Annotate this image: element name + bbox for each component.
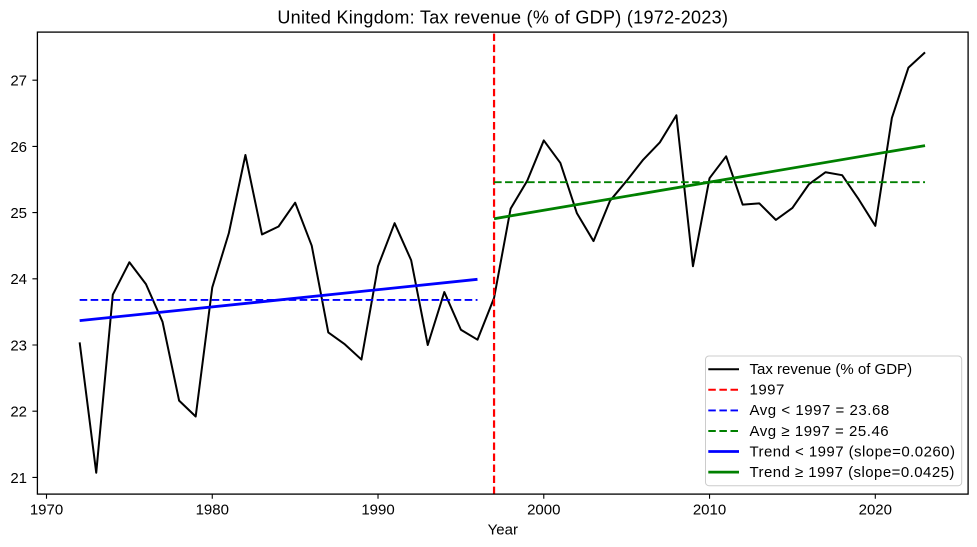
svg-text:Tax revenue (% of GDP): Tax revenue (% of GDP) <box>750 361 913 378</box>
svg-text:1990: 1990 <box>361 502 394 519</box>
svg-text:Trend ≥ 1997 (slope=0.0425): Trend ≥ 1997 (slope=0.0425) <box>750 464 955 481</box>
svg-text:Year: Year <box>488 522 518 539</box>
svg-text:22: 22 <box>10 404 27 421</box>
svg-text:23: 23 <box>10 337 27 354</box>
svg-text:24: 24 <box>10 271 27 288</box>
svg-text:1970: 1970 <box>30 502 63 519</box>
svg-text:26: 26 <box>10 139 27 156</box>
svg-text:Avg ≥ 1997 = 25.46: Avg ≥ 1997 = 25.46 <box>750 423 890 440</box>
svg-text:2000: 2000 <box>527 502 560 519</box>
svg-text:27: 27 <box>10 73 27 90</box>
svg-text:Avg < 1997 = 23.68: Avg < 1997 = 23.68 <box>750 402 890 419</box>
svg-text:1997: 1997 <box>750 382 785 399</box>
svg-text:21: 21 <box>10 470 27 487</box>
svg-text:25: 25 <box>10 205 27 222</box>
svg-text:Trend < 1997 (slope=0.0260): Trend < 1997 (slope=0.0260) <box>750 443 956 460</box>
svg-text:1980: 1980 <box>196 502 229 519</box>
svg-text:United Kingdom: Tax revenue (%: United Kingdom: Tax revenue (% of GDP) (… <box>277 7 728 27</box>
svg-text:2010: 2010 <box>693 502 726 519</box>
svg-text:2020: 2020 <box>859 502 892 519</box>
